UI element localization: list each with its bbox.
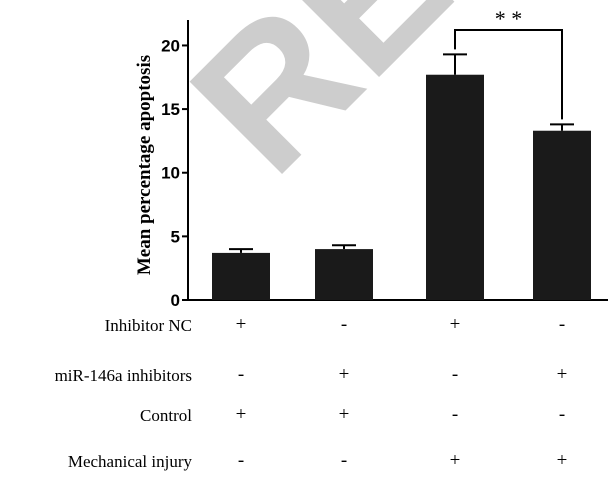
condition-sign: - [340, 314, 348, 335]
bracket-line [454, 29, 563, 120]
bars [212, 53, 591, 301]
condition-sign: + [556, 364, 568, 385]
condition-sign: - [237, 450, 245, 471]
bar [315, 249, 373, 300]
bar-chart: 0 5 10 15 20 * * Mean percentage apoptosis [134, 6, 608, 310]
condition-sign: - [237, 364, 245, 385]
significance-bracket: * * [454, 6, 563, 120]
condition-sign: - [340, 450, 348, 471]
significance-label: * * [495, 6, 523, 31]
condition-sign: - [558, 314, 566, 335]
condition-label: miR-146a inhibitors [54, 366, 192, 385]
condition-sign: - [558, 404, 566, 425]
y-axis-label: Mean percentage apoptosis [134, 55, 155, 275]
condition-sign: - [451, 364, 459, 385]
y-tick-label: 0 [171, 291, 180, 310]
bar [426, 74, 484, 301]
condition-sign: + [235, 404, 247, 425]
bar [212, 252, 270, 300]
condition-sign: + [338, 404, 350, 425]
y-tick-label: 20 [161, 36, 180, 55]
condition-label: Inhibitor NC [104, 316, 192, 335]
condition-sign: + [338, 364, 350, 385]
condition-sign: + [449, 450, 461, 471]
y-tick-label: 15 [161, 100, 180, 119]
condition-sign: - [451, 404, 459, 425]
condition-sign: + [235, 314, 247, 335]
y-tick-label: 10 [161, 164, 180, 183]
y-tick-label: 5 [171, 227, 180, 246]
condition-label: Mechanical injury [67, 452, 192, 471]
condition-sign: + [449, 314, 461, 335]
condition-label: Control [140, 406, 192, 425]
condition-sign: + [556, 450, 568, 471]
bar [533, 130, 591, 300]
